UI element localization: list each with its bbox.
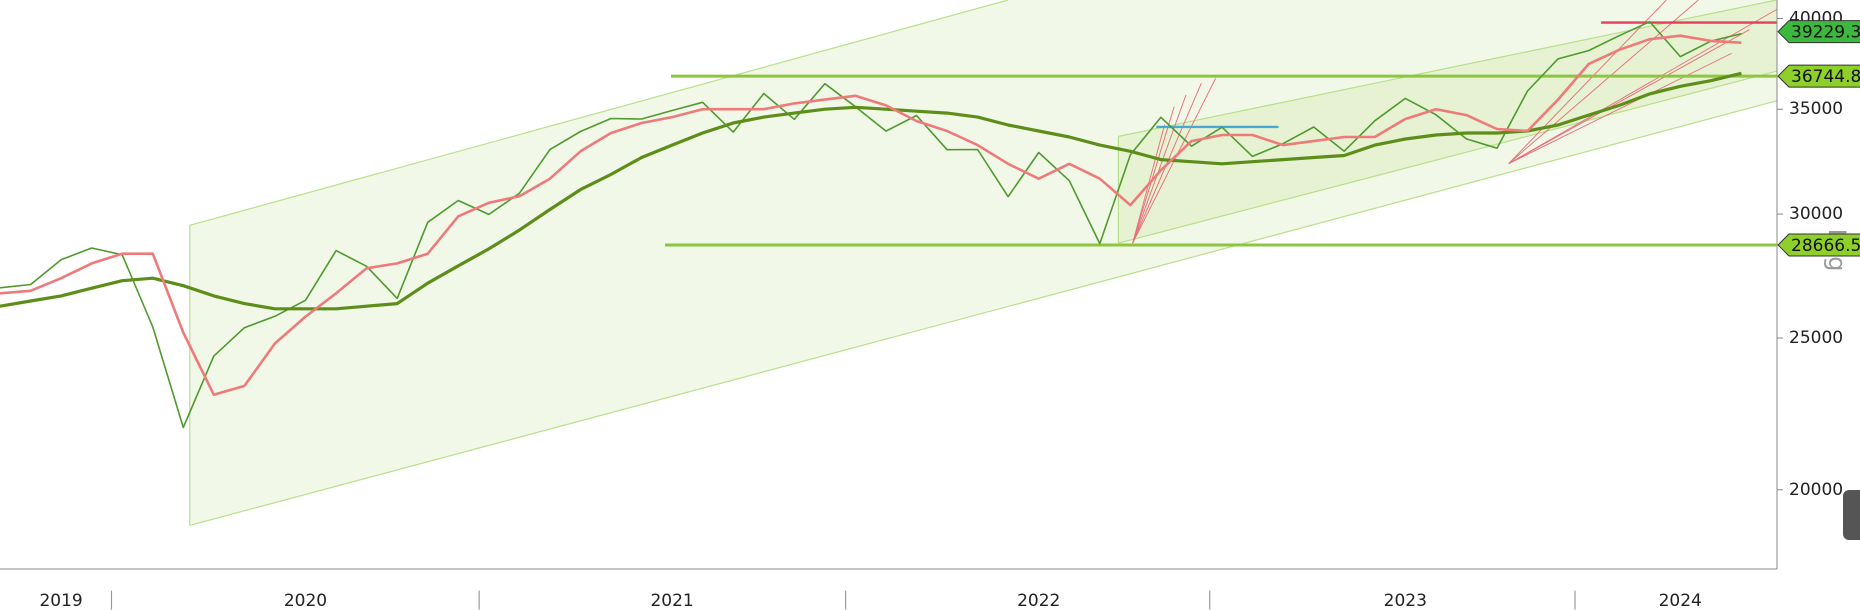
drawings bbox=[110, 0, 1777, 610]
x-tick-label: 2019 bbox=[39, 591, 82, 610]
moving-average bbox=[0, 34, 1742, 396]
price-tag bbox=[1777, 233, 1860, 257]
x-tick-label: 2023 bbox=[1384, 591, 1427, 610]
price-tag bbox=[1777, 64, 1860, 88]
x-tick-label: 2021 bbox=[650, 591, 693, 610]
y-tick-label: 35000 bbox=[1789, 99, 1843, 119]
price-tag-label: 28666.50 bbox=[1791, 236, 1860, 256]
y-tick-label: 25000 bbox=[1789, 328, 1843, 348]
y-tick-label: 30000 bbox=[1789, 204, 1843, 224]
channel bbox=[1118, 0, 1777, 244]
year-separators bbox=[110, 590, 1576, 610]
price-tag-label: 36744.82 bbox=[1791, 67, 1860, 87]
x-tick-label: 2022 bbox=[1017, 591, 1060, 610]
channel-line bbox=[1118, 70, 1777, 244]
price-tag-label: 39229.38 bbox=[1791, 23, 1860, 43]
x-tick-label: 2024 bbox=[1659, 591, 1702, 610]
channel-line bbox=[189, 100, 1777, 526]
y-tick-label: 20000 bbox=[1789, 480, 1843, 500]
channel-line bbox=[189, 0, 1009, 226]
price-tag bbox=[1777, 20, 1860, 44]
side-button[interactable] bbox=[1843, 490, 1860, 540]
moving-average bbox=[0, 71, 1742, 311]
x-tick-label: 2020 bbox=[284, 591, 327, 610]
